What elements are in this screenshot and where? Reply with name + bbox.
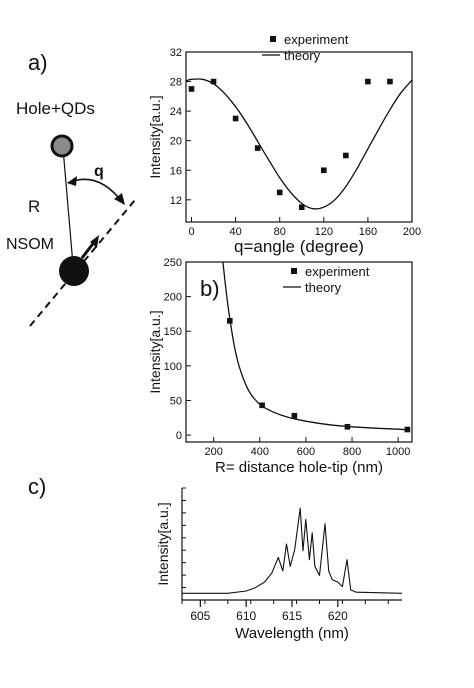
legend-experiment-marker bbox=[291, 268, 297, 274]
angle-intensity-chart: 0 40 80 120 160 200 12 16 20 24 28 32 q=angle (degre… bbox=[147, 32, 421, 256]
plot-frame bbox=[185, 261, 413, 443]
x-tick-label: 40 bbox=[229, 226, 241, 238]
spectrum-line bbox=[182, 507, 403, 594]
panel-b-label: b) bbox=[200, 276, 220, 301]
experiment-point bbox=[276, 189, 283, 196]
legend-experiment-marker bbox=[270, 36, 276, 42]
experiment-point bbox=[227, 318, 233, 324]
distance-label: R bbox=[28, 197, 40, 216]
x-tick-label: 120 bbox=[315, 226, 333, 238]
x-tick-label: 615 bbox=[282, 609, 302, 623]
x-tick-label: 600 bbox=[297, 446, 315, 458]
x-axis-label: R= distance hole-tip (nm) bbox=[215, 459, 383, 476]
theory-curve bbox=[222, 261, 410, 431]
experiment-point bbox=[387, 78, 393, 85]
theory-curve bbox=[185, 78, 413, 210]
experiment-point bbox=[404, 426, 411, 433]
y-tick-label: 0 bbox=[176, 430, 182, 442]
x-tick-label: 200 bbox=[403, 226, 421, 238]
x-tick-label: 610 bbox=[236, 609, 256, 623]
x-axis-label: q=angle (degree) bbox=[234, 237, 364, 256]
plot-frame bbox=[185, 51, 413, 223]
y-tick-label: 32 bbox=[170, 47, 182, 59]
x-tick-label: 605 bbox=[190, 609, 210, 623]
hole-label: Hole+QDs bbox=[16, 99, 95, 118]
experiment-point bbox=[343, 152, 349, 159]
y-tick-label: 200 bbox=[164, 292, 182, 304]
experiment-point bbox=[188, 86, 195, 92]
angle-label: q bbox=[94, 163, 104, 180]
y-tick-label: 16 bbox=[170, 165, 182, 177]
angle-arrowhead-left bbox=[67, 176, 77, 186]
y-tick-label: 250 bbox=[164, 257, 182, 269]
experiment-point bbox=[291, 412, 298, 419]
experiment-point bbox=[232, 115, 239, 122]
tip-label: NSOM bbox=[6, 236, 54, 253]
experiment-point bbox=[298, 204, 305, 211]
experiment-point bbox=[210, 78, 217, 85]
y-tick-label: 24 bbox=[170, 106, 182, 118]
x-tick-label: 400 bbox=[251, 446, 269, 458]
measurement-sketch: Hole+QDs q R NSOM bbox=[6, 99, 136, 327]
tip-arrowhead bbox=[90, 235, 99, 248]
y-axis-label: Intensity[a.u.] bbox=[155, 502, 171, 585]
x-axis-label: Wavelength (nm) bbox=[235, 625, 349, 642]
y-tick-label: 28 bbox=[170, 77, 182, 89]
y-tick-label: 50 bbox=[170, 395, 182, 407]
panel-c-label: c) bbox=[28, 474, 46, 499]
experiment-point bbox=[254, 145, 261, 151]
experiment-point bbox=[321, 167, 327, 174]
experiment-point bbox=[259, 402, 265, 409]
angle-arrowhead-right bbox=[114, 193, 125, 205]
x-tick-label: 1000 bbox=[386, 446, 410, 458]
emission-spectrum-chart: 605 610 615 620 Wavelength (nm) Intensity[a.u… bbox=[155, 487, 403, 642]
experiment-point bbox=[344, 423, 351, 430]
x-tick-label: 800 bbox=[343, 446, 361, 458]
y-tick-label: 100 bbox=[164, 361, 182, 373]
dashed-axis bbox=[29, 199, 136, 327]
x-tick-label: 620 bbox=[328, 609, 348, 623]
tip-marker bbox=[59, 256, 89, 286]
y-axis-label: Intensity[a.u.] bbox=[147, 310, 163, 393]
x-tick-label: 80 bbox=[274, 226, 286, 238]
y-axis-label: Intensity[a.u.] bbox=[147, 95, 163, 178]
legend-experiment-label: experiment bbox=[284, 32, 349, 47]
distance-intensity-chart: 200 400 600 800 1000 0 50 100 150 200 250 R= distan… bbox=[147, 257, 413, 476]
hole-marker bbox=[50, 134, 74, 158]
y-tick-label: 150 bbox=[164, 326, 182, 338]
y-tick-label: 12 bbox=[170, 195, 182, 207]
x-tick-label: 160 bbox=[359, 226, 377, 238]
distance-line bbox=[62, 147, 74, 266]
experiment-point bbox=[365, 78, 371, 85]
y-tick-label: 20 bbox=[170, 136, 182, 148]
legend-experiment-label: experiment bbox=[305, 264, 370, 279]
legend-theory-label: theory bbox=[305, 280, 342, 295]
x-tick-label: 200 bbox=[204, 446, 222, 458]
x-tick-label: 0 bbox=[188, 226, 194, 238]
panel-a-label: a) bbox=[28, 50, 48, 75]
legend-theory-label: theory bbox=[284, 48, 321, 63]
